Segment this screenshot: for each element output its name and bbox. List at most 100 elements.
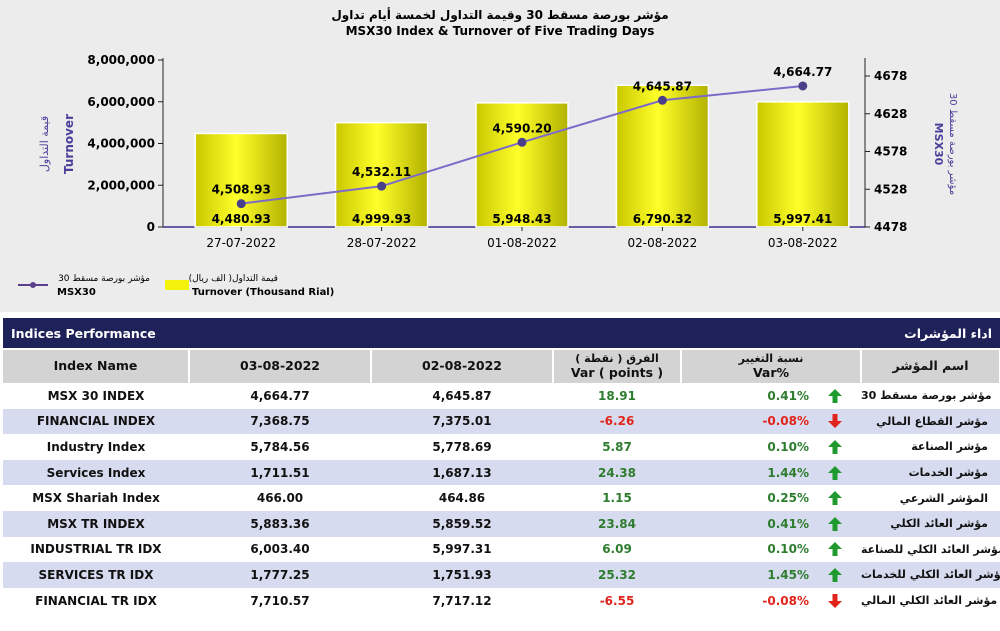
- right-tick-label: 4628: [874, 107, 907, 121]
- legend-turnover: Turnover (Thousand Rial): [192, 287, 334, 298]
- direction-cell: [809, 408, 861, 435]
- var-points-cell: 23.84: [553, 510, 681, 537]
- col-date1[interactable]: 03-08-2022: [189, 348, 372, 383]
- turnover-bar: [194, 132, 288, 228]
- col-index-name[interactable]: Index Name: [3, 348, 190, 383]
- left-tick-label: 8,000,000: [87, 53, 155, 67]
- right-tick-label: 4578: [874, 145, 907, 159]
- date1-value-cell: 1,711.51: [189, 459, 371, 486]
- col-var-points-en: Var ( points ): [570, 364, 664, 380]
- index-name-cell: MSX 30 INDEX: [3, 383, 189, 409]
- direction-cell: [809, 510, 861, 537]
- index-name-ar-cell: مؤشر العائد الكلي للخدمات: [861, 562, 1000, 588]
- bar-value-label: 4,999.93: [352, 212, 411, 226]
- index-name-cell: SERVICES TR IDX: [3, 562, 189, 588]
- col-var-points[interactable]: الفرق ( نقطة ) Var ( points ): [553, 348, 682, 383]
- index-name-ar-cell: مؤشر العائد الكلي المالي: [861, 587, 1000, 614]
- turnover-bar: [334, 121, 429, 228]
- date2-value-cell: 4,645.87: [371, 383, 553, 409]
- table-row[interactable]: SERVICES TR IDX 1,777.25 1,751.93 25.32 1.45…: [3, 562, 1000, 588]
- var-pct-cell: 0.10%: [681, 536, 809, 563]
- date1-value-cell: 5,784.56: [189, 434, 371, 460]
- index-name-cell: MSX TR INDEX: [3, 510, 189, 537]
- direction-cell: [809, 434, 861, 460]
- index-name-cell: INDUSTRIAL TR IDX: [3, 536, 189, 563]
- col-var-pct-en: Var%: [752, 364, 790, 380]
- legend-msx30-ar: مؤشر بورصة مسقط 30: [58, 274, 150, 284]
- table-row[interactable]: Industry Index 5,784.56 5,778.69 5.87 0.10% م…: [3, 434, 1000, 460]
- index-name-cell: Services Index: [3, 459, 189, 486]
- legend-line-marker: [30, 282, 36, 288]
- index-name-cell: Industry Index: [3, 434, 189, 460]
- turnover-bar: [756, 101, 850, 228]
- date1-value-cell: 6,003.40: [189, 536, 371, 563]
- date2-value-cell: 7,375.01: [371, 408, 553, 435]
- left-tick-label: 6,000,000: [87, 95, 155, 109]
- x-tick-label: 02-08-2022: [628, 236, 698, 250]
- var-pct-cell: 1.45%: [681, 562, 809, 588]
- right-axis-title: مؤشر بورصة مسقط 30 MSX30: [932, 93, 958, 195]
- msx30-point: [657, 95, 667, 105]
- table-row[interactable]: FINANCIAL INDEX 7,368.75 7,375.01 -6.26 -0.0…: [3, 408, 1000, 435]
- bar-value-label: 6,790.32: [633, 212, 692, 226]
- date2-value-cell: 5,859.52: [371, 510, 553, 537]
- date1-value-cell: 466.00: [189, 485, 371, 511]
- green-up-arrow-icon: [828, 567, 842, 582]
- left-axis-label: Turnover: [62, 114, 76, 174]
- var-points-cell: 1.15: [553, 485, 681, 511]
- var-pct-cell: 0.41%: [681, 510, 809, 537]
- direction-cell: [809, 587, 861, 614]
- indices-table: Index Name 03-08-2022 02-08-2022 الفرق (…: [3, 348, 1000, 614]
- turnover-msx30-chart: مؤشر بورصة مسقط 30 وقيمة التداول لخمسة أ…: [18, 7, 958, 298]
- var-pct-cell: 0.10%: [681, 434, 809, 460]
- index-name-ar-cell: مؤشر العائد الكلي للصناعة: [861, 536, 1000, 563]
- x-tick-label: 28-07-2022: [347, 236, 417, 250]
- right-tick-label: 4478: [874, 220, 907, 234]
- index-name-cell: FINANCIAL TR IDX: [3, 587, 189, 614]
- right-tick-label: 4528: [874, 182, 907, 196]
- table-row[interactable]: MSX 30 INDEX 4,664.77 4,645.87 18.91 0.41% مؤ…: [3, 383, 1000, 409]
- chart-panel: مؤشر بورصة مسقط 30 وقيمة التداول لخمسة أ…: [0, 0, 1000, 312]
- indices-performance-title-ar: اداء المؤشرات: [904, 325, 992, 341]
- x-tick-label: 01-08-2022: [487, 236, 557, 250]
- col-var-pct[interactable]: نسبة التغيير Var%: [681, 348, 862, 383]
- index-name-ar-cell: مؤشر الخدمات: [861, 459, 1000, 486]
- direction-cell: [809, 562, 861, 588]
- legend-turnover-ar: قيمة التداول( الف ريال): [189, 274, 278, 284]
- legend-msx30: MSX30: [57, 287, 96, 298]
- red-down-arrow-icon: [828, 414, 842, 429]
- var-points-cell: -6.26: [553, 408, 681, 435]
- msx30-point: [236, 199, 246, 209]
- date2-value-cell: 464.86: [371, 485, 553, 511]
- green-up-arrow-icon: [828, 516, 842, 531]
- right-axis-label: MSX30: [932, 123, 945, 166]
- date1-value-cell: 7,710.57: [189, 587, 371, 614]
- var-points-cell: 24.38: [553, 459, 681, 486]
- table-row[interactable]: Services Index 1,711.51 1,687.13 24.38 1.44%…: [3, 459, 1000, 486]
- index-name-ar-cell: مؤشر بورصة مسقط 30: [861, 383, 1000, 409]
- index-name-ar-cell: مؤشر الصناعة: [861, 434, 1000, 460]
- indices-performance-title: Indices Performance: [11, 325, 156, 341]
- bar-value-label: 5,997.41: [773, 212, 832, 226]
- left-axis-label-ar: قيمة التداول: [38, 116, 51, 172]
- date1-value-cell: 7,368.75: [189, 408, 371, 435]
- legend-bar-swatch: [165, 280, 189, 290]
- msx30-value-label: 4,664.77: [773, 65, 832, 79]
- table-header-row: Index Name 03-08-2022 02-08-2022 الفرق (…: [3, 348, 1000, 383]
- table-row[interactable]: INDUSTRIAL TR IDX 6,003.40 5,997.31 6.09 0.1…: [3, 536, 1000, 563]
- table-row[interactable]: MSX Shariah Index 466.00 464.86 1.15 0.25% ال…: [3, 485, 1000, 511]
- table-row[interactable]: FINANCIAL TR IDX 7,710.57 7,717.12 -6.55 -0.…: [3, 587, 1000, 614]
- col-date2[interactable]: 02-08-2022: [371, 348, 554, 383]
- chart-title: MSX30 Index & Turnover of Five Trading D…: [346, 24, 655, 38]
- left-tick-label: 0: [147, 220, 155, 234]
- direction-cell: [809, 485, 861, 511]
- msx30-point: [517, 137, 527, 147]
- bar-value-label: 5,948.43: [492, 212, 551, 226]
- date1-value-cell: 5,883.36: [189, 510, 371, 537]
- col-name-ar[interactable]: اسم المؤشر: [861, 348, 1000, 383]
- table-row[interactable]: MSX TR INDEX 5,883.36 5,859.52 23.84 0.41% مؤ…: [3, 510, 1000, 537]
- left-axis-title: قيمة التداول Turnover: [38, 114, 76, 174]
- turnover-bar: [615, 84, 710, 228]
- chart-title-ar: مؤشر بورصة مسقط 30 وقيمة التداول لخمسة أ…: [331, 7, 668, 23]
- green-up-arrow-icon: [828, 388, 842, 403]
